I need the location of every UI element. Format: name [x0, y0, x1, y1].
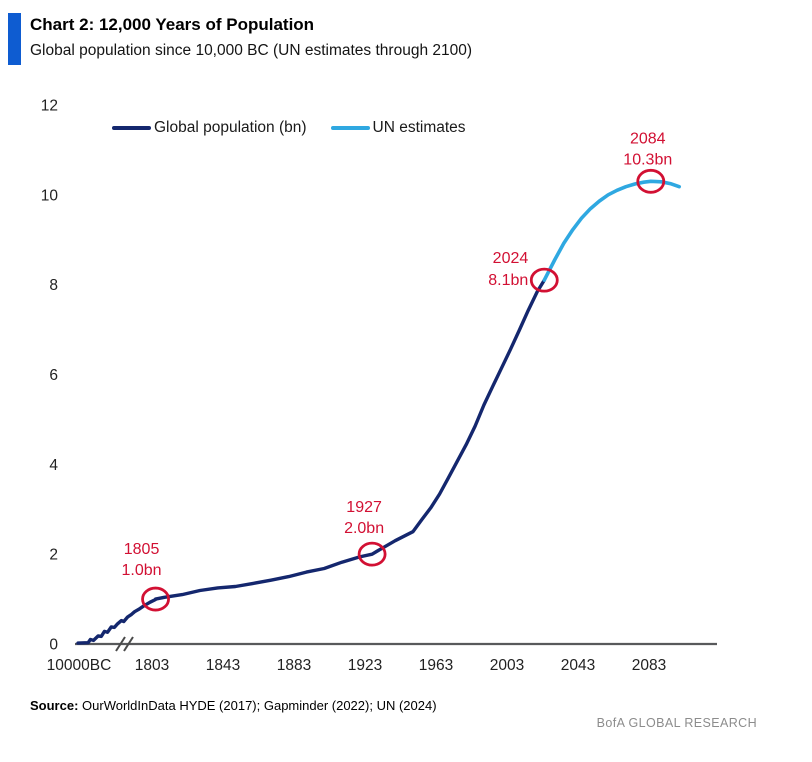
y-tick-label: 8: [49, 277, 58, 294]
global-population-line: [76, 278, 546, 645]
x-tick-label: 1923: [348, 657, 382, 674]
axis-break-mark: [123, 636, 134, 652]
chart-legend: Global population (bn) UN estimates: [112, 119, 466, 137]
annotation-value-label: 1.0bn: [122, 562, 162, 579]
y-tick-label: 4: [49, 457, 58, 474]
annotation-year-label: 2024: [493, 250, 529, 267]
legend-line-swatch: [112, 126, 151, 130]
legend-item: Global population (bn): [112, 119, 307, 137]
legend-item: UN estimates: [330, 119, 466, 137]
annotation-value-label: 8.1bn: [488, 272, 528, 289]
x-tick-label: 2003: [490, 657, 524, 674]
x-tick-label: 1963: [419, 657, 453, 674]
header-accent-bar: [8, 13, 21, 65]
legend-label: Global population (bn): [154, 119, 307, 136]
annotation-year-label: 2084: [630, 130, 666, 147]
brand-text: BofA GLOBAL RESEARCH: [596, 716, 757, 730]
x-tick-label: 1883: [277, 657, 311, 674]
axis-break-mark: [115, 636, 126, 652]
annotation-circle: [357, 541, 387, 567]
x-tick-label: 2043: [561, 657, 595, 674]
annotation-circle: [141, 586, 170, 612]
y-tick-label: 0: [49, 637, 58, 654]
legend-label: UN estimates: [372, 119, 466, 136]
y-tick-label: 2: [49, 547, 58, 564]
un-estimates-line: [542, 179, 681, 282]
y-tick-label: 10: [41, 187, 59, 204]
x-tick-label: 10000BC: [47, 657, 112, 674]
source-line: Source: OurWorldInData HYDE (2017); Gapm…: [30, 698, 437, 713]
annotation-value-label: 10.3bn: [623, 151, 672, 168]
y-tick-label: 12: [41, 97, 58, 114]
y-tick-label: 6: [49, 367, 58, 384]
chart-title: Chart 2: 12,000 Years of Population: [30, 15, 315, 34]
annotation-value-label: 2.0bn: [344, 520, 384, 537]
source-label: Source:: [30, 698, 79, 713]
legend-line-swatch: [330, 126, 370, 130]
annotation-circle: [636, 168, 666, 194]
chart-subtitle: Global population since 10,000 BC (UN es…: [30, 42, 473, 59]
x-tick-label: 2083: [632, 657, 666, 674]
annotation-circle: [529, 267, 559, 293]
source-text: OurWorldInData HYDE (2017); Gapminder (2…: [78, 698, 437, 713]
x-tick-label: 1803: [135, 657, 169, 674]
annotation-year-label: 1805: [124, 541, 160, 558]
annotation-year-label: 1927: [346, 499, 382, 516]
x-tick-label: 1843: [206, 657, 240, 674]
